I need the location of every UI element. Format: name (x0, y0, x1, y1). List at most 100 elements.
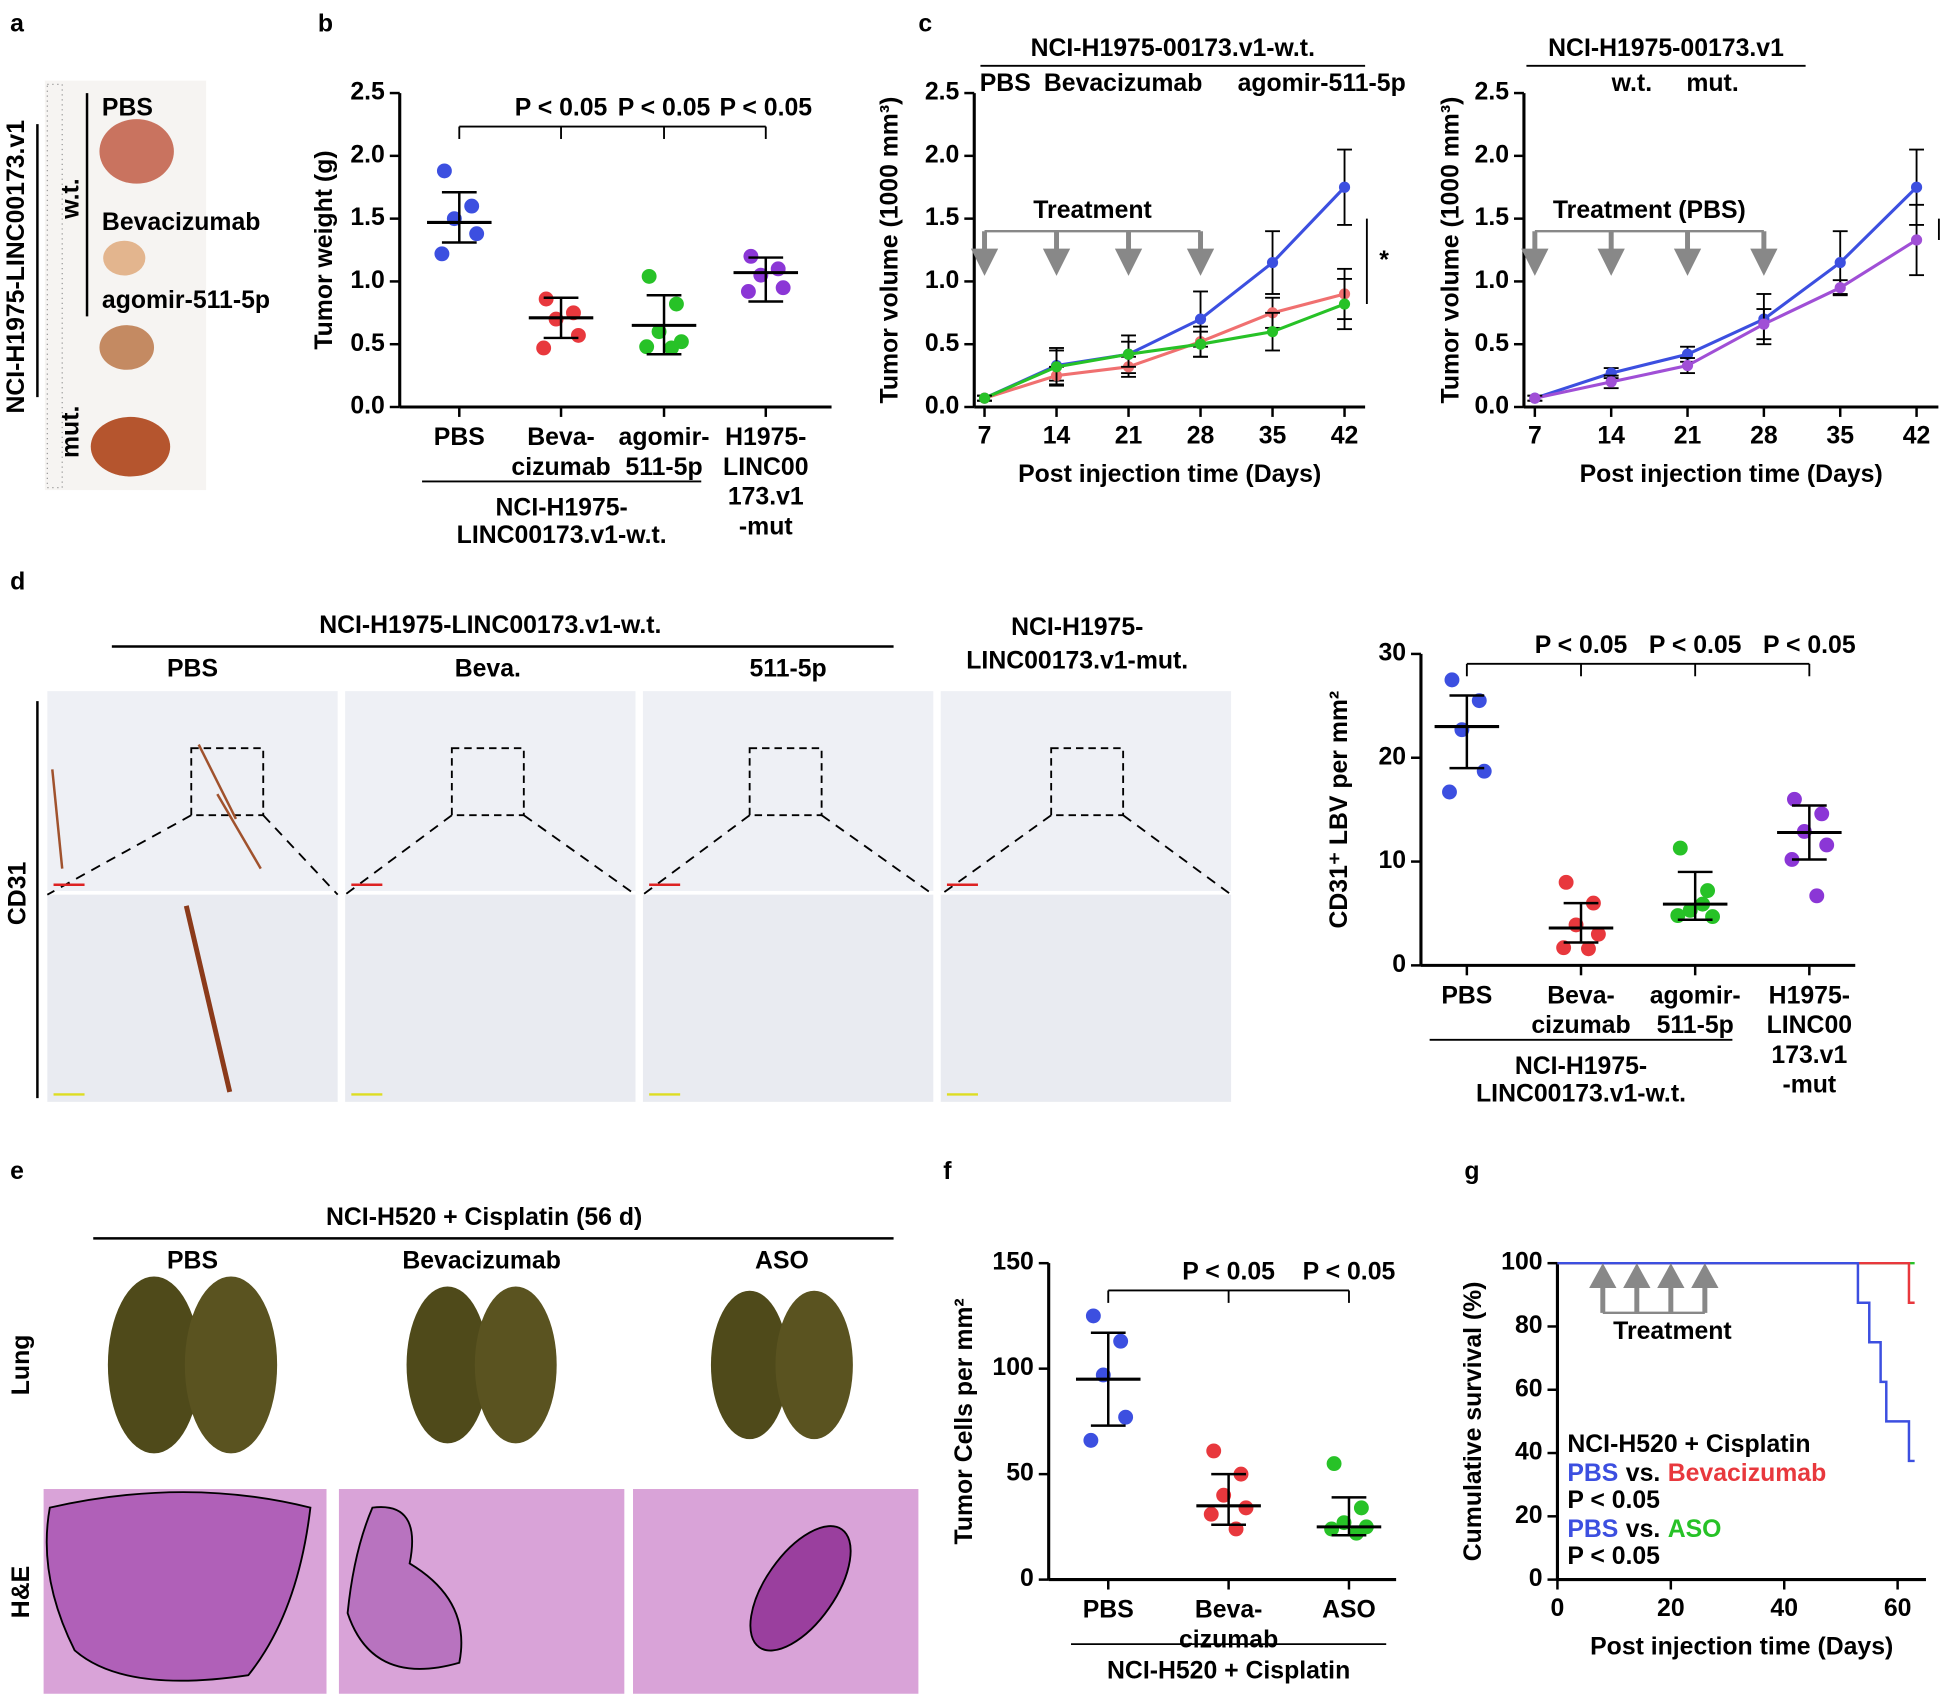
treatment-arrow (1597, 231, 1625, 276)
text-line: agomir- (1650, 982, 1741, 1009)
text-line: agomir- (619, 424, 710, 451)
text-line: PBS (434, 424, 485, 451)
y-tick-label: 0.5 (925, 330, 960, 357)
x-tick-label: Beva-cizumab (1531, 982, 1630, 1039)
y-tick-label: 0.5 (1475, 330, 1510, 357)
y-tick-label: 0.0 (925, 393, 959, 420)
data-point (1471, 693, 1487, 709)
zoom-box (748, 747, 823, 817)
p-value: P < 0.05 (515, 95, 608, 122)
data-point (1266, 257, 1279, 269)
data-point (740, 284, 756, 299)
y-tick-label: 0 (1392, 951, 1406, 978)
data-point (1083, 1432, 1099, 1448)
x-tick-label: 35 (1259, 422, 1287, 449)
treatment-arrow (1186, 231, 1215, 276)
data-point (1681, 348, 1694, 360)
data-point (668, 296, 684, 312)
panel-letter: d (10, 569, 25, 596)
vessel (216, 793, 262, 870)
text-line: Beva- (1195, 1596, 1263, 1623)
y-tick-label: 1.0 (350, 267, 384, 294)
data-point (1085, 1308, 1101, 1324)
tumor-outline (749, 1525, 852, 1652)
y-tick-label: 1.0 (925, 267, 959, 294)
data-point (1353, 1500, 1369, 1516)
lung-photo (406, 1286, 489, 1444)
p-value: P < 0.05 (719, 95, 812, 122)
annotation: Treatment (1033, 197, 1152, 224)
x-tick-label: PBS (1441, 982, 1492, 1009)
text-line: LINC00 (723, 453, 808, 480)
treatment-arrow (1691, 1263, 1719, 1313)
y-tick-label: 0.0 (350, 393, 384, 420)
column-label: Beva. (455, 656, 521, 683)
group-label: w.t. (58, 178, 85, 219)
x-tick-label: agomir-511-5p (619, 424, 710, 481)
x-tick-label: 42 (1331, 422, 1359, 449)
y-axis-label: Cumulative survival (%) (1460, 1282, 1487, 1562)
y-tick-label: 0 (1020, 1565, 1034, 1592)
group-header: NCI-H1975-LINC00173.v1-w.t. (319, 612, 661, 639)
text-line: ASO (1322, 1596, 1376, 1623)
x-axis-label: Post injection time (Days) (1018, 461, 1321, 488)
legend-label: agomir-511-5p (1238, 70, 1406, 97)
data-point (978, 392, 991, 404)
tumor-outline (45, 1491, 312, 1682)
text-line: 511-5p (625, 453, 702, 480)
x-axis-label: Post injection time (Days) (1580, 461, 1883, 488)
legend-label: w.t. (1611, 70, 1652, 97)
vessel (183, 905, 233, 1093)
panel-title: NCI-H520 + Cisplatin (56 d) (326, 1204, 642, 1231)
data-point (1834, 282, 1846, 294)
y-tick-label: 1.5 (350, 204, 385, 231)
y-tick-label: 50 (1006, 1460, 1034, 1487)
data-point (1590, 926, 1606, 942)
y-tick-label: 20 (1378, 743, 1406, 770)
data-point (1558, 874, 1574, 890)
data-point (1814, 806, 1830, 822)
x-tick-label: ASO (1322, 1596, 1376, 1623)
ihc-image-zoom (940, 894, 1232, 1102)
vessel (197, 743, 238, 820)
x-tick-label: H1975- LINC00 173.v1 -mut (1767, 982, 1852, 1098)
text-line: -mut (739, 513, 793, 540)
x-tick-label: 35 (1826, 422, 1854, 449)
x-tick-label: agomir- 511-5p (1650, 982, 1741, 1039)
x-tick-label: 60 (1884, 1595, 1912, 1622)
data-point (1050, 361, 1063, 373)
data-point (1819, 837, 1835, 853)
data-point (1266, 326, 1279, 338)
data-point (1529, 392, 1541, 404)
lung-photo (474, 1286, 557, 1444)
x-tick-label: PBS (1083, 1596, 1134, 1623)
zoom-box (1050, 747, 1125, 817)
data-point (1705, 909, 1720, 925)
y-axis-label: Tumor volume (1000 mm³) (877, 97, 904, 404)
data-point (1118, 1409, 1134, 1425)
row-label: H&E (8, 1566, 35, 1618)
zoom-line (821, 814, 934, 896)
data-point (1672, 840, 1688, 856)
text-line: LINC00 (1767, 1012, 1852, 1039)
text-line: LINC00173.v1-w.t. (1476, 1080, 1686, 1107)
series-line (983, 302, 1346, 400)
text-line: LINC00173.v1-mut. (966, 647, 1188, 674)
text-line: H1975- (725, 424, 806, 451)
chart-title: NCI-H1975-00173.v1-w.t. (1031, 35, 1315, 62)
vessel (51, 769, 64, 869)
zoom-line (642, 814, 751, 896)
data-point (1834, 257, 1846, 269)
legend-label: mut. (1686, 70, 1738, 97)
significance: * (1379, 247, 1389, 274)
data-point (1758, 318, 1770, 330)
y-tick-label: 30 (1378, 639, 1406, 666)
data-point (1324, 1521, 1340, 1537)
group-label: mut. (58, 406, 85, 458)
text-line: 511-5p (1657, 1012, 1734, 1039)
data-point (1444, 672, 1460, 688)
zoom-line (523, 814, 637, 896)
lung-photo (107, 1276, 201, 1454)
x-tick-label: 7 (978, 422, 992, 449)
treatment-arrow (1114, 231, 1143, 276)
